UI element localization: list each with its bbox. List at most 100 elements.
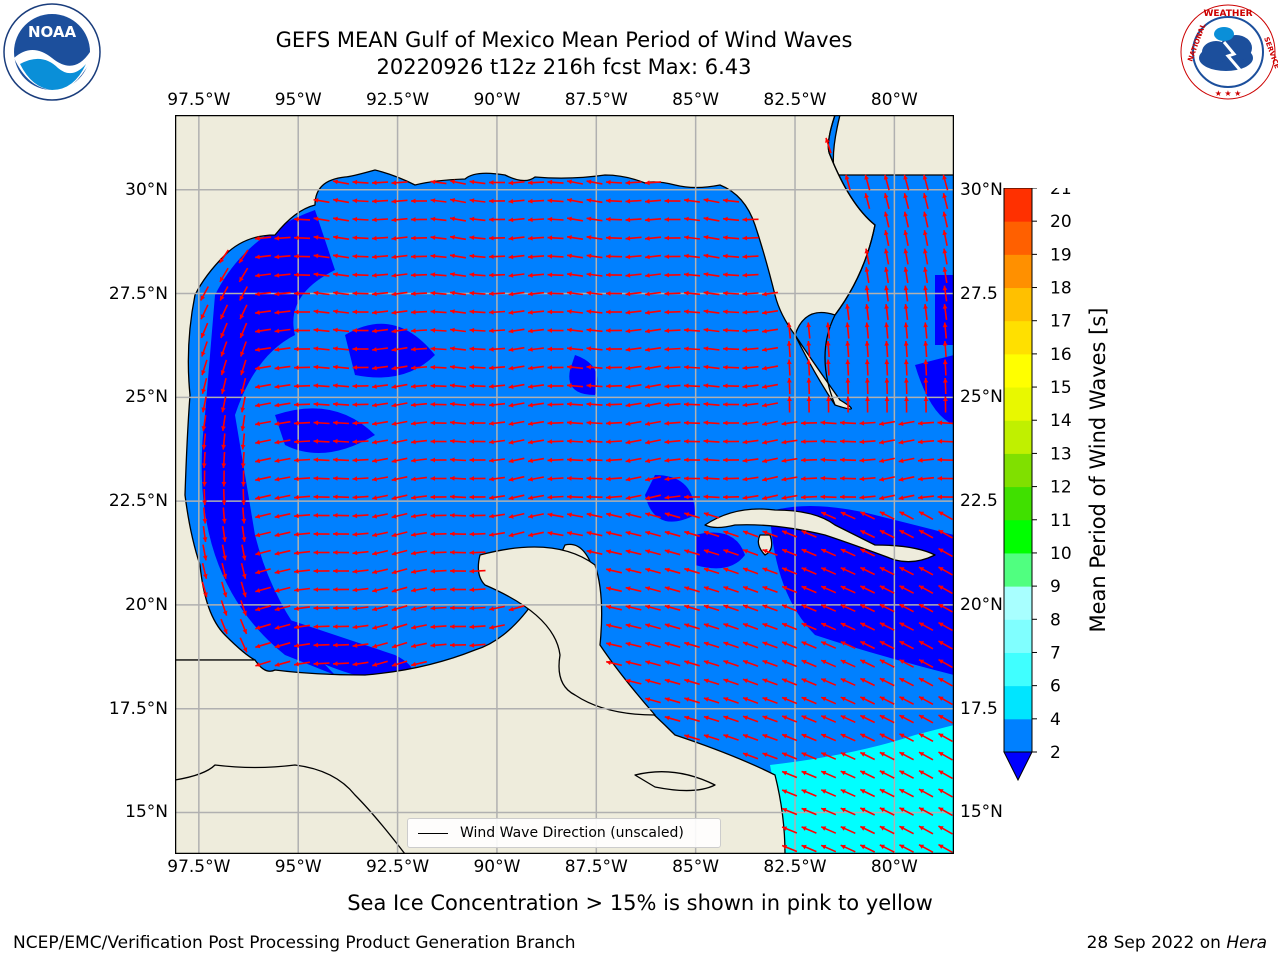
wave-arrow-head (450, 179, 455, 185)
wave-arrow-head (899, 511, 905, 516)
svg-text:WEATHER: WEATHER (1203, 9, 1252, 19)
wave-arrow-head (860, 752, 866, 757)
coastline (824, 115, 876, 406)
wave-arrow-head (352, 587, 358, 593)
wave-arrow-head (411, 254, 416, 259)
wave-arrow-head (430, 402, 436, 407)
wave-arrow-head (825, 322, 831, 328)
wave-arrow-head (333, 531, 338, 537)
wave-arrow-head (899, 826, 905, 831)
wave-arrow-head (411, 587, 416, 593)
wave-arrow-head (899, 770, 905, 775)
wave-arrow-head (787, 378, 792, 383)
wave-arrow-head (742, 439, 748, 445)
wave-arrow-head (859, 420, 865, 426)
wave-arrow-head (222, 573, 228, 579)
wave-arrow-head (762, 402, 767, 408)
wave-arrow-head (645, 365, 650, 371)
wave-arrow-head (879, 752, 885, 757)
wave-arrow-head (782, 567, 788, 572)
wave-arrow-head (625, 458, 631, 463)
colorbar-band (1004, 221, 1032, 255)
wave-arrow-head (938, 548, 944, 553)
wave-arrow-head (567, 216, 572, 222)
wave-arrow-head (664, 198, 669, 204)
wave-arrow-head (411, 272, 416, 278)
wave-arrow-head (879, 789, 885, 794)
wave-arrow-head (450, 513, 455, 518)
wave-arrow-head (903, 322, 909, 328)
wave-arrow-head (274, 476, 280, 482)
wave-arrow-head (411, 476, 416, 482)
wave-arrow-head (723, 567, 729, 573)
wave-arrow-head (294, 643, 299, 648)
lon-tick-top: 82.5°W (763, 90, 827, 110)
lat-tick-left: 25°N (125, 387, 168, 408)
wave-arrow-head (918, 439, 923, 445)
wave-arrow-head (723, 346, 728, 352)
wave-arrow-head (430, 531, 436, 537)
wave-arrow-head (645, 512, 651, 517)
wave-arrow-head (684, 235, 689, 240)
wave-arrow-head (333, 216, 338, 222)
wave-arrow-head (240, 370, 245, 376)
wave-arrow-head (430, 346, 436, 352)
wave-arrow-head (840, 826, 846, 831)
wave-arrow-head (801, 696, 807, 702)
wave-arrow-head (899, 530, 905, 535)
wave-arrow-head (220, 314, 225, 320)
wave-arrow-head (606, 660, 612, 666)
wave-arrow-head (313, 661, 319, 667)
wave-arrow-head (884, 267, 889, 272)
wave-arrow-head (469, 587, 475, 593)
wave-arrow-head (274, 569, 280, 575)
wave-arrow-head (469, 605, 475, 611)
wave-arrow-head (899, 604, 905, 609)
wave-arrow-head (450, 401, 455, 407)
wave-arrow-head (703, 383, 709, 388)
wave-arrow-head (664, 641, 670, 647)
lat-tick-left: 22.5°N (108, 491, 168, 512)
lat-tick-right: 22.5 (960, 491, 998, 512)
wave-arrow-head (586, 272, 592, 277)
wave-arrow-head (255, 662, 261, 667)
wave-arrow-head (703, 272, 709, 277)
wave-arrow-head (840, 641, 846, 646)
wave-arrow-head (294, 457, 299, 463)
wave-arrow-head (845, 359, 851, 365)
wave-arrow-head (201, 351, 206, 357)
wave-arrow-head (547, 494, 553, 500)
wave-arrow-head (937, 494, 942, 500)
wave-arrow-head (645, 623, 651, 628)
wave-arrow-head (294, 420, 299, 426)
wave-arrow-head (352, 606, 358, 611)
wave-arrow-head (703, 420, 709, 426)
wave-arrow-head (723, 623, 729, 628)
wave-arrow-head (664, 402, 670, 408)
wave-arrow-head (391, 254, 397, 260)
wave-arrow-head (942, 230, 948, 236)
wave-arrow-head (801, 439, 806, 444)
wave-arrow-head (294, 216, 299, 222)
svg-text:NOAA: NOAA (28, 23, 77, 41)
wave-arrow-head (274, 643, 280, 649)
wave-arrow-head (469, 364, 475, 370)
wave-arrow-head (860, 715, 866, 720)
wave-arrow-head (879, 659, 885, 665)
wave-arrow-head (469, 383, 475, 389)
wave-arrow-head (645, 530, 651, 536)
wave-arrow-head (586, 235, 592, 240)
wave-arrow-head (723, 549, 729, 554)
wave-arrow-head (742, 421, 748, 426)
wave-arrow-head (801, 548, 807, 554)
wave-arrow-head (684, 253, 689, 259)
wave-arrow-head (879, 641, 885, 646)
colorbar-tick-label: 12 (1050, 478, 1072, 498)
wave-arrow-head (220, 370, 226, 376)
wave-arrow-head (723, 660, 729, 665)
wave-arrow-head (664, 328, 670, 334)
noaa-logo: NOAA (3, 3, 101, 101)
wave-arrow-head (294, 550, 299, 556)
wave-arrow-head (879, 622, 885, 628)
wave-arrow-head (860, 789, 866, 794)
